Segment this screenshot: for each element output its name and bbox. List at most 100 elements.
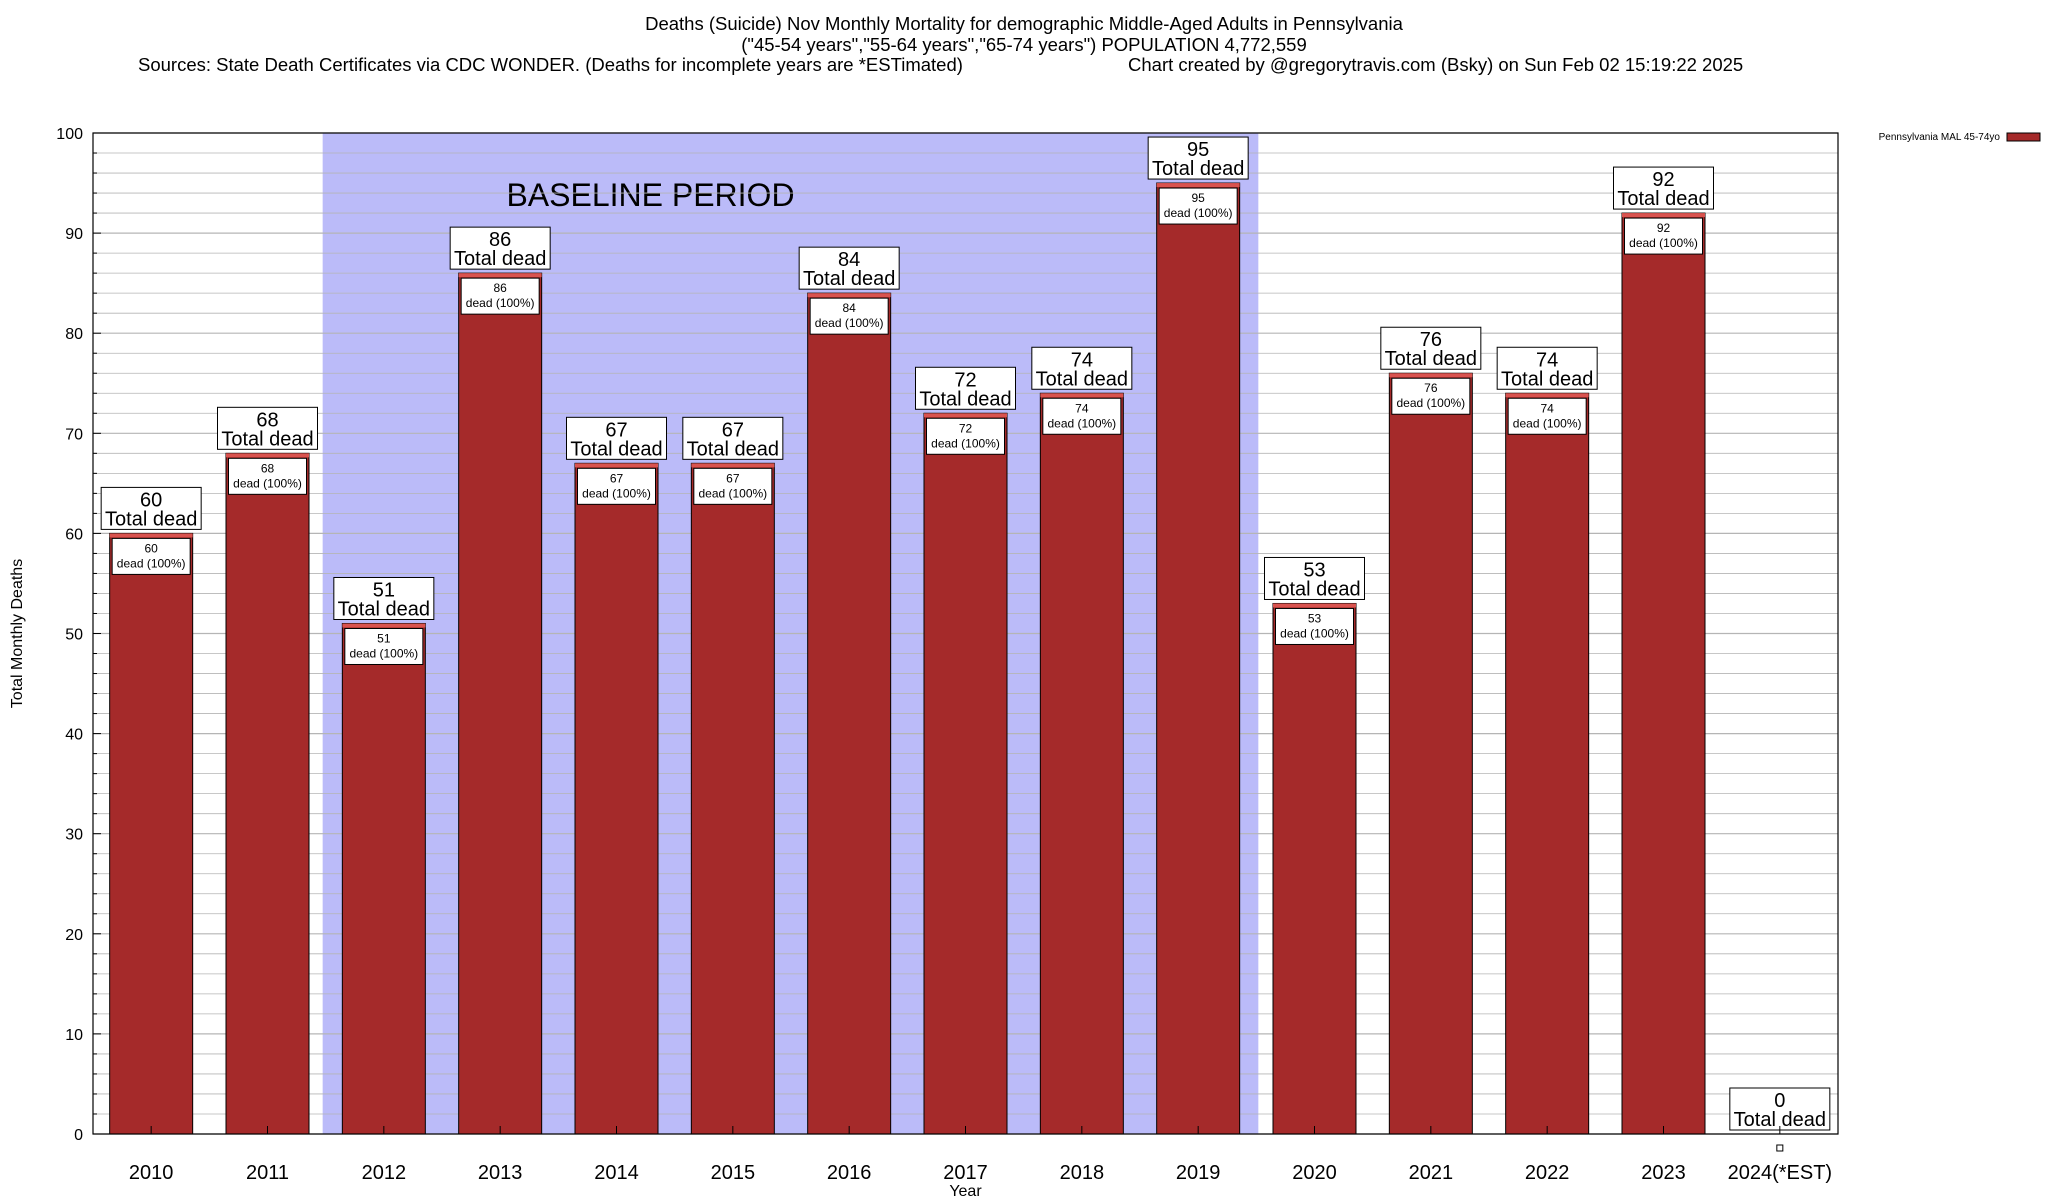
x-tick-label: 2019 (1176, 1162, 1221, 1184)
bar-top-edge (458, 273, 542, 278)
bar (574, 462, 659, 1135)
total-dead-label: Total dead (338, 598, 430, 620)
total-value-label: 92 (1652, 169, 1674, 191)
bar (690, 462, 775, 1135)
total-dead-label: Total dead (919, 388, 1011, 410)
segment-label-box (1624, 217, 1703, 255)
bar (1388, 372, 1473, 1135)
bar-top-edge (1273, 603, 1356, 608)
x-tick-label: 2015 (711, 1162, 756, 1184)
total-value-label: 51 (373, 579, 395, 601)
y-tick-label: 60 (65, 526, 83, 543)
y-tick-label: 30 (65, 827, 83, 844)
total-dead-label: Total dead (221, 428, 313, 450)
total-label-box (100, 486, 202, 530)
total-value-label: 72 (954, 369, 976, 391)
segment-label-box (228, 457, 307, 495)
segment-value-label: 95 (1191, 191, 1205, 205)
x-tick-label: 2024(*EST) (1728, 1162, 1833, 1184)
bar (1621, 212, 1706, 1135)
x-tick-label: 2013 (478, 1162, 523, 1184)
segment-label-box (1275, 607, 1354, 645)
segment-value-label: 72 (959, 421, 973, 435)
bar (341, 622, 426, 1135)
bar-top-edge (924, 413, 1007, 418)
bar-empty-marker (1776, 1144, 1784, 1152)
total-value-label: 84 (838, 249, 860, 271)
total-dead-label: Total dead (1734, 1109, 1826, 1131)
bar-top-edge (807, 293, 891, 298)
bar-top-edge (109, 533, 193, 538)
y-tick-label: 40 (65, 727, 83, 744)
bar-top-edge (1156, 183, 1240, 188)
x-tick-label: 2011 (246, 1162, 289, 1184)
segment-value-label: 53 (1308, 611, 1322, 625)
total-label-box (915, 366, 1016, 410)
segment-value-label: 68 (261, 461, 275, 475)
segment-percent-label: dead (100%) (1629, 236, 1698, 250)
x-tick-label: 2012 (362, 1162, 407, 1184)
bar (1039, 392, 1124, 1135)
segment-percent-label: dead (100%) (233, 476, 302, 490)
total-dead-label: Total dead (105, 508, 197, 530)
segment-percent-label: dead (100%) (698, 486, 767, 500)
bar (807, 292, 892, 1135)
segment-percent-label: dead (100%) (466, 296, 535, 310)
total-value-label: 53 (1303, 559, 1325, 581)
bar-top-edge (575, 463, 658, 468)
segment-value-label: 92 (1657, 221, 1671, 235)
segment-value-label: 67 (726, 471, 740, 485)
segment-percent-label: dead (100%) (1280, 626, 1349, 640)
total-label-box (333, 576, 435, 620)
chart-credit: Chart created by @gregorytravis.com (Bsk… (1128, 54, 1744, 75)
total-label-box (1729, 1087, 1831, 1131)
segment-percent-label: dead (100%) (117, 556, 186, 570)
y-axis-label: Total Monthly Deaths (9, 559, 26, 708)
bar (225, 452, 310, 1135)
segment-label-box (693, 467, 773, 505)
baseline-label: BASELINE PERIOD (506, 177, 794, 213)
bar (458, 272, 543, 1135)
total-label-box (449, 226, 551, 270)
total-dead-label: Total dead (687, 438, 779, 460)
total-dead-label: Total dead (1385, 348, 1477, 370)
segment-label-box (460, 277, 540, 315)
chart-sources: Sources: State Death Certificates via CD… (138, 54, 963, 75)
total-value-label: 67 (722, 419, 744, 441)
total-label-box (566, 416, 667, 460)
bar-top-edge (1389, 373, 1473, 378)
total-dead-label: Total dead (1617, 188, 1709, 210)
segment-label-box (809, 297, 889, 335)
bar (109, 532, 194, 1135)
total-value-label: 68 (256, 409, 278, 431)
total-label-box (1031, 346, 1133, 390)
segment-percent-label: dead (100%) (582, 486, 651, 500)
segment-label-box (1042, 397, 1122, 435)
segment-percent-label: dead (100%) (1047, 416, 1116, 430)
x-tick-label: 2018 (1060, 1162, 1105, 1184)
bar (923, 412, 1008, 1135)
bar-top-edge (1040, 393, 1124, 398)
total-dead-label: Total dead (1152, 158, 1244, 180)
total-dead-label: Total dead (454, 248, 546, 270)
segment-percent-label: dead (100%) (349, 646, 418, 660)
total-label-box (682, 416, 784, 460)
total-label-box (798, 246, 900, 290)
total-dead-label: Total dead (1036, 368, 1128, 390)
total-value-label: 74 (1071, 349, 1093, 371)
total-dead-label: Total dead (1268, 578, 1360, 600)
bar-top-edge (342, 623, 426, 628)
x-tick-label: 2021 (1409, 1162, 1454, 1184)
bar (1156, 182, 1241, 1135)
segment-value-label: 86 (493, 281, 507, 295)
total-dead-label: Total dead (570, 438, 662, 460)
y-tick-label: 50 (65, 627, 83, 644)
segment-label-box (1391, 377, 1471, 415)
legend-swatch (2006, 132, 2041, 142)
y-tick-label: 70 (65, 426, 83, 443)
x-tick-label: 2022 (1525, 1162, 1570, 1184)
total-value-label: 67 (605, 419, 627, 441)
y-tick-label: 10 (65, 1027, 83, 1044)
total-label-box (1380, 326, 1482, 370)
total-value-label: 76 (1420, 329, 1442, 351)
